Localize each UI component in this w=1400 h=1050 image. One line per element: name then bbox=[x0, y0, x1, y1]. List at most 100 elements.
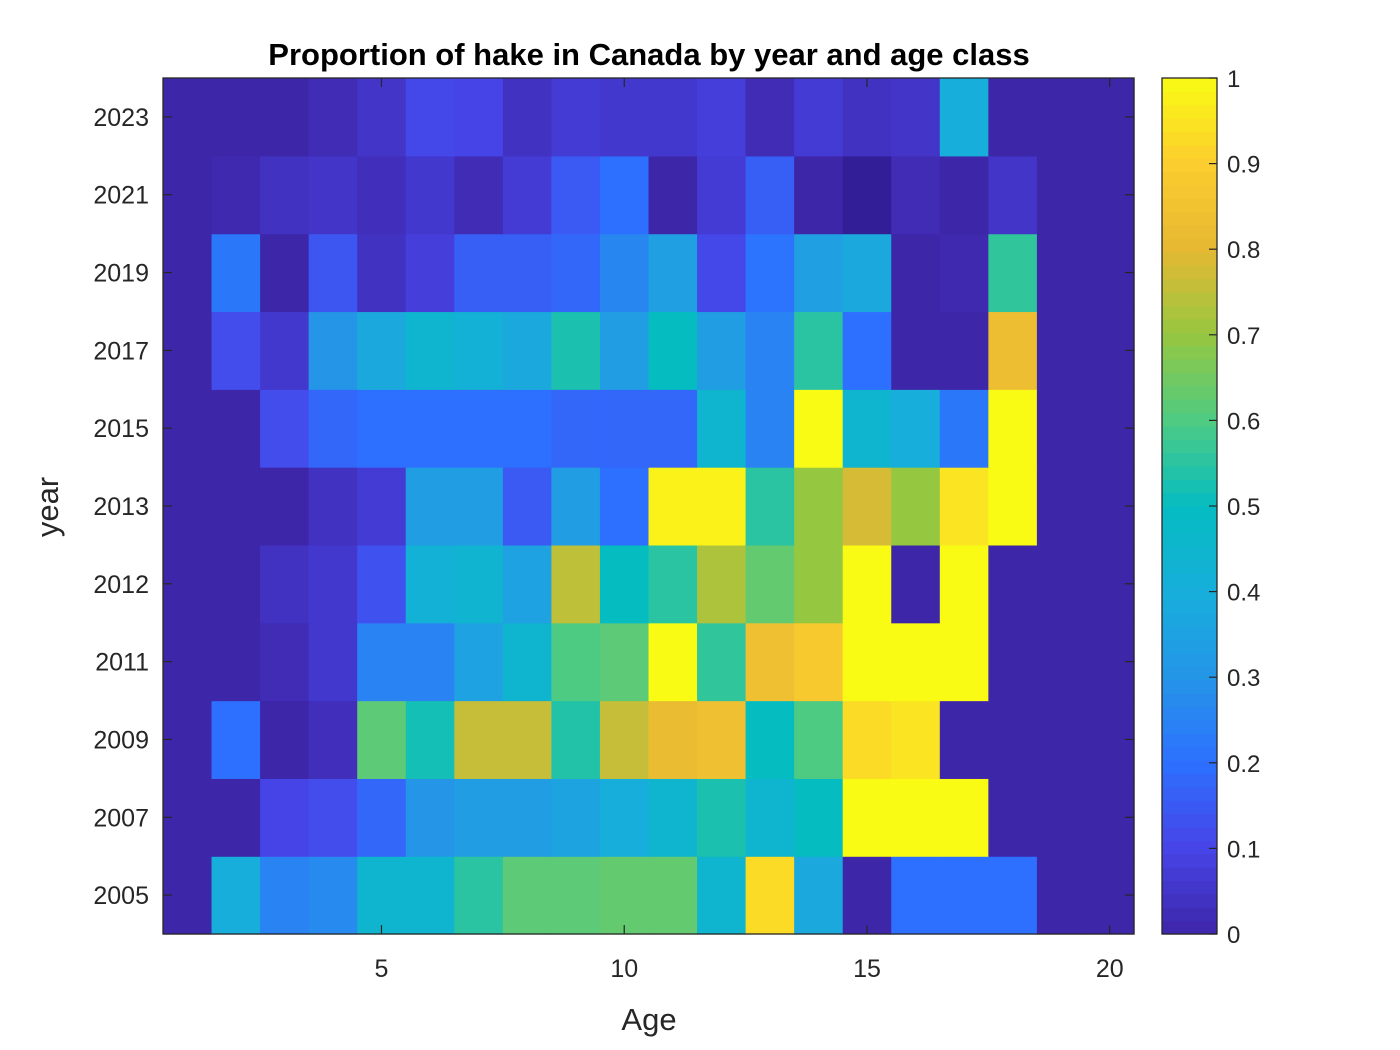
heatmap-cell bbox=[260, 155, 310, 235]
colorbar-tick-label: 0.5 bbox=[1227, 494, 1260, 521]
heatmap-cell bbox=[308, 700, 358, 779]
colorbar-segment bbox=[1162, 867, 1217, 882]
heatmap-cell bbox=[357, 311, 407, 390]
y-axis-label: year bbox=[30, 477, 65, 537]
colorbar-segment bbox=[1162, 425, 1217, 440]
y-axis-ticks: 2005 2007 2009 2011 2012 2013 2015 2017 2019 2021… bbox=[93, 104, 1134, 910]
heatmap-cell bbox=[648, 311, 698, 390]
heatmap-cell bbox=[745, 467, 795, 546]
heatmap-cell bbox=[697, 622, 747, 702]
heatmap-cell bbox=[599, 155, 650, 235]
colorbar-segment bbox=[1162, 519, 1217, 534]
heatmap-cell bbox=[988, 78, 1038, 157]
heatmap-cell bbox=[357, 544, 407, 624]
heatmap-cell bbox=[599, 233, 650, 313]
heatmap-cell bbox=[745, 311, 795, 390]
heatmap-cell bbox=[454, 700, 504, 779]
heatmap-cell bbox=[794, 233, 844, 313]
colorbar-segment bbox=[1162, 251, 1217, 266]
heatmap-cell bbox=[745, 389, 795, 468]
heatmap-cell bbox=[260, 467, 310, 546]
heatmap-cell bbox=[988, 155, 1038, 235]
heatmap-cell bbox=[697, 778, 747, 857]
x-tick-label: 20 bbox=[1096, 955, 1124, 983]
heatmap-cell bbox=[939, 544, 989, 624]
heatmap-cell bbox=[697, 233, 747, 313]
y-tick-label: 2023 bbox=[93, 104, 149, 132]
colorbar-segment bbox=[1162, 639, 1217, 654]
heatmap-cell bbox=[405, 467, 455, 546]
heatmap-cell bbox=[260, 700, 310, 779]
colorbar-segment bbox=[1162, 880, 1217, 895]
heatmap-cell bbox=[939, 78, 989, 157]
colorbar-segment bbox=[1162, 479, 1217, 494]
heatmap-cell bbox=[939, 622, 989, 702]
heatmap-cell bbox=[697, 700, 747, 779]
heatmap-cell bbox=[1036, 544, 1087, 624]
x-axis-label: Age bbox=[621, 1002, 676, 1037]
heatmap-cell bbox=[891, 778, 941, 857]
heatmap-cell bbox=[842, 389, 892, 468]
heatmap-cell bbox=[405, 622, 455, 702]
heatmap-cell bbox=[502, 467, 552, 546]
heatmap-cell bbox=[454, 544, 504, 624]
heatmap-cell bbox=[745, 622, 795, 702]
x-tick-label: 15 bbox=[853, 955, 881, 983]
colorbar-segment bbox=[1162, 506, 1217, 520]
heatmap-cell bbox=[211, 467, 261, 546]
colorbar-segment bbox=[1162, 613, 1217, 627]
heatmap-cell bbox=[891, 700, 941, 779]
heatmap-cell bbox=[502, 155, 552, 235]
colorbar-tick-label: 0.2 bbox=[1227, 751, 1260, 778]
y-tick-label: 2013 bbox=[93, 493, 149, 521]
heatmap-cell bbox=[939, 311, 989, 390]
heatmap-cell bbox=[357, 778, 407, 857]
colorbar-segment bbox=[1162, 653, 1217, 668]
y-tick-label: 2021 bbox=[93, 182, 149, 210]
heatmap-cell bbox=[988, 389, 1038, 468]
heatmap-cell bbox=[308, 233, 358, 313]
heatmap-cell bbox=[551, 467, 601, 546]
heatmap-cell bbox=[988, 544, 1038, 624]
colorbar-segment bbox=[1162, 720, 1217, 734]
colorbar-segment bbox=[1162, 813, 1217, 828]
colorbar-segment bbox=[1162, 733, 1217, 748]
heatmap-cell bbox=[794, 467, 844, 546]
heatmap-cell bbox=[648, 389, 698, 468]
heatmap-cell bbox=[308, 856, 358, 935]
heatmap-cell bbox=[794, 622, 844, 702]
colorbar-segment bbox=[1162, 746, 1217, 761]
heatmap-cell bbox=[502, 78, 552, 157]
heatmap-cell bbox=[502, 856, 552, 935]
heatmap-cell bbox=[939, 700, 989, 779]
x-tick-label: 5 bbox=[375, 955, 389, 983]
y-tick-label: 2017 bbox=[93, 337, 149, 365]
colorbar-segment bbox=[1162, 211, 1217, 226]
heatmap-cell bbox=[794, 155, 844, 235]
heatmap-cell bbox=[551, 233, 601, 313]
heatmap-cell bbox=[1036, 233, 1087, 313]
heatmap-cell bbox=[648, 155, 698, 235]
heatmap-cell bbox=[357, 78, 407, 157]
colorbar-segment bbox=[1162, 840, 1217, 855]
heatmap-cell bbox=[260, 544, 310, 624]
heatmap-cell bbox=[502, 700, 552, 779]
heatmap-cell bbox=[842, 467, 892, 546]
heatmap-cell bbox=[745, 78, 795, 157]
heatmap-cell bbox=[211, 233, 261, 313]
heatmap-cell bbox=[260, 856, 310, 935]
heatmap-cell bbox=[551, 78, 601, 157]
colorbar-segment bbox=[1162, 332, 1217, 347]
heatmap-cell bbox=[697, 155, 747, 235]
heatmap-cell bbox=[745, 856, 795, 935]
heatmap-cell bbox=[599, 467, 650, 546]
colorbar-segment bbox=[1162, 452, 1217, 467]
heatmap-cell bbox=[502, 311, 552, 390]
y-tick-label: 2005 bbox=[93, 882, 149, 910]
heatmap-cell bbox=[308, 778, 358, 857]
heatmap-cell bbox=[260, 622, 310, 702]
colorbar-segment bbox=[1162, 439, 1217, 454]
heatmap-cell bbox=[988, 233, 1038, 313]
heatmap-cell bbox=[551, 155, 601, 235]
y-tick-label: 2019 bbox=[93, 260, 149, 288]
